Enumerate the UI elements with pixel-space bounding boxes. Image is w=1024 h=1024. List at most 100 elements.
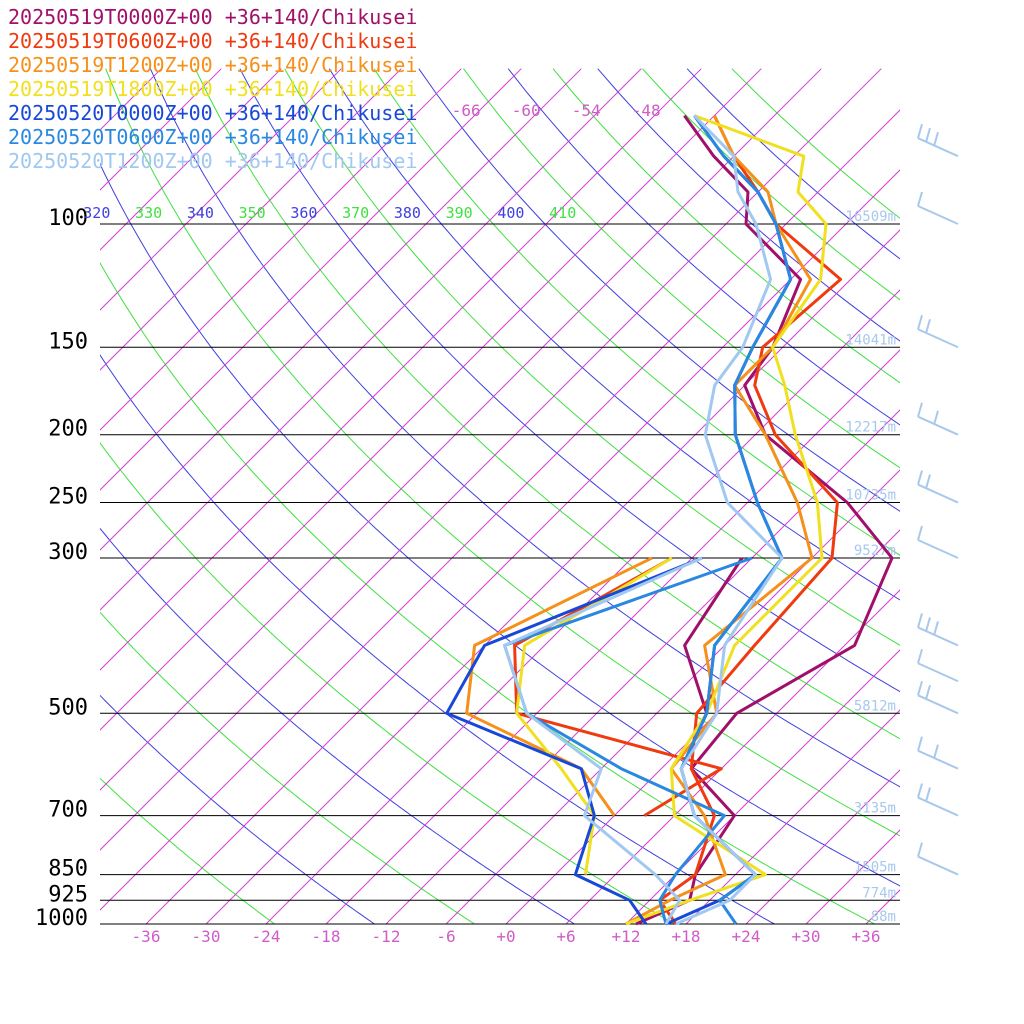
dry-adiabat-line [100, 777, 276, 924]
dry-adiabat-line [100, 354, 776, 924]
temperature-tick-label: +36 [852, 927, 881, 946]
dry-adiabat-line [100, 611, 476, 924]
temperature-tick-label: -6 [436, 927, 455, 946]
dry-adiabat-line [373, 68, 900, 556]
wind-barb [917, 402, 959, 436]
isotherm-line [100, 68, 642, 611]
pressure-label: 700 [48, 798, 88, 823]
pressure-label: 250 [48, 485, 88, 510]
dewpoint-line [683, 557, 744, 714]
dry-adiabat-line [149, 68, 900, 788]
upper-temperature-label: -60 [512, 101, 541, 120]
height-label: 1505m [854, 860, 896, 876]
isotherm-line [100, 68, 702, 671]
theta-label: 410 [549, 204, 576, 222]
dry-adiabat-line [284, 68, 900, 646]
dry-adiabat-line [100, 162, 900, 887]
dry-adiabats [100, 68, 900, 924]
theta-label: 370 [342, 204, 369, 222]
temperature-line [625, 114, 814, 926]
isotherm-line [205, 229, 900, 924]
pressure-label: 500 [48, 695, 88, 720]
theta-label: 390 [446, 204, 473, 222]
dry-adiabat-line [100, 261, 876, 924]
temperature-tick-label: -36 [132, 927, 161, 946]
wind-barb [917, 470, 959, 504]
dry-adiabat-line [328, 68, 900, 601]
isotherm-line [100, 68, 762, 731]
legend: 20250519T0000Z+00 +36+140/Chikusei202505… [8, 5, 417, 173]
temperature-tick-label: -24 [252, 927, 281, 946]
temperature-tick-label: +12 [612, 927, 641, 946]
height-labels: 16509m 14041m 12217m 10735m 9527m 5812m 3135m 1… [845, 209, 896, 925]
height-label: 3135m [854, 801, 896, 817]
isotherm-line [100, 68, 822, 791]
temperature-tick-label: +30 [792, 927, 821, 946]
legend-entry: 20250519T1800Z+00 +36+140/Chikusei [8, 77, 417, 101]
potential-temperature-labels: 320 330 340 350 360 370 380 390 400 410 [83, 204, 576, 222]
isotherm-line [0, 69, 41, 939]
theta-label: 320 [83, 204, 110, 222]
temperature-line [625, 114, 828, 926]
wind-barb [917, 191, 959, 225]
isotherm-line [100, 109, 900, 911]
upper-temperature-label: -66 [452, 101, 481, 120]
isotherm-line [505, 529, 900, 924]
height-label: 5812m [854, 698, 896, 714]
legend-entry: 20250520T0600Z+00 +36+140/Chikusei [8, 125, 417, 149]
wind-barb [917, 783, 959, 817]
legend-entry: 20250520T0000Z+00 +36+140/Chikusei [8, 101, 417, 125]
isotherm-line [625, 649, 900, 924]
height-label: 9527m [854, 543, 896, 559]
height-label: 774m [862, 885, 896, 901]
temperature-line [635, 114, 894, 926]
dewpoint-line [503, 556, 703, 925]
isotherm-line [100, 68, 582, 551]
pressure-label: 300 [48, 540, 88, 565]
theta-label: 360 [290, 204, 317, 222]
temperature-tick-label: +24 [732, 927, 761, 946]
wind-barb [917, 613, 959, 647]
isotherm-line [100, 68, 882, 851]
dry-adiabat-line [105, 68, 900, 837]
height-label: 88m [871, 909, 896, 925]
pressure-label: 150 [48, 329, 88, 354]
isotherm-line [265, 289, 900, 924]
isotherms [0, 68, 1024, 939]
theta-label: 400 [497, 204, 524, 222]
isotherm-line [971, 69, 1024, 939]
wind-barb [917, 314, 959, 349]
upper-temperature-label: -54 [572, 101, 601, 120]
isotherm-line [325, 349, 900, 924]
legend-entry: 20250519T0600Z+00 +36+140/Chikusei [8, 29, 417, 53]
isotherm-line [100, 68, 342, 311]
isotherm-line [385, 409, 900, 924]
temperature-tick-labels: -36 -30 -24 -18 -12 -6 +0 +6 +12 +18 +24 +30 +36 -66 -… [132, 101, 881, 946]
temperature-tick-label: -12 [372, 927, 401, 946]
theta-label: 330 [135, 204, 162, 222]
isotherm-line [911, 69, 1024, 939]
temperature-tick-label: +0 [496, 927, 515, 946]
dry-adiabat-line [100, 527, 576, 924]
temperature-line [665, 114, 793, 926]
dry-adiabat-line [418, 68, 900, 512]
legend-entry: 20250520T1200Z+00 +36+140/Chikusei [8, 149, 417, 173]
temperature-tick-label: +6 [556, 927, 575, 946]
temperature-tick-label: -30 [192, 927, 221, 946]
isotherm-line [100, 68, 522, 491]
dry-adiabat-line [100, 694, 376, 924]
pressure-label: 100 [48, 206, 88, 231]
sounding-series [445, 114, 894, 926]
isotherm-line [565, 589, 900, 924]
isotherm-line [100, 68, 222, 191]
wind-barb [917, 736, 959, 770]
legend-entry: 20250519T0000Z+00 +36+140/Chikusei [8, 5, 417, 29]
dewpoint-line [445, 556, 703, 925]
temperature-tick-label: -18 [312, 927, 341, 946]
height-label: 14041m [845, 332, 896, 348]
legend-entry: 20250519T1200Z+00 +36+140/Chikusei [8, 53, 417, 77]
isotherm-line [745, 769, 900, 924]
pressure-label: 925 [48, 882, 88, 907]
